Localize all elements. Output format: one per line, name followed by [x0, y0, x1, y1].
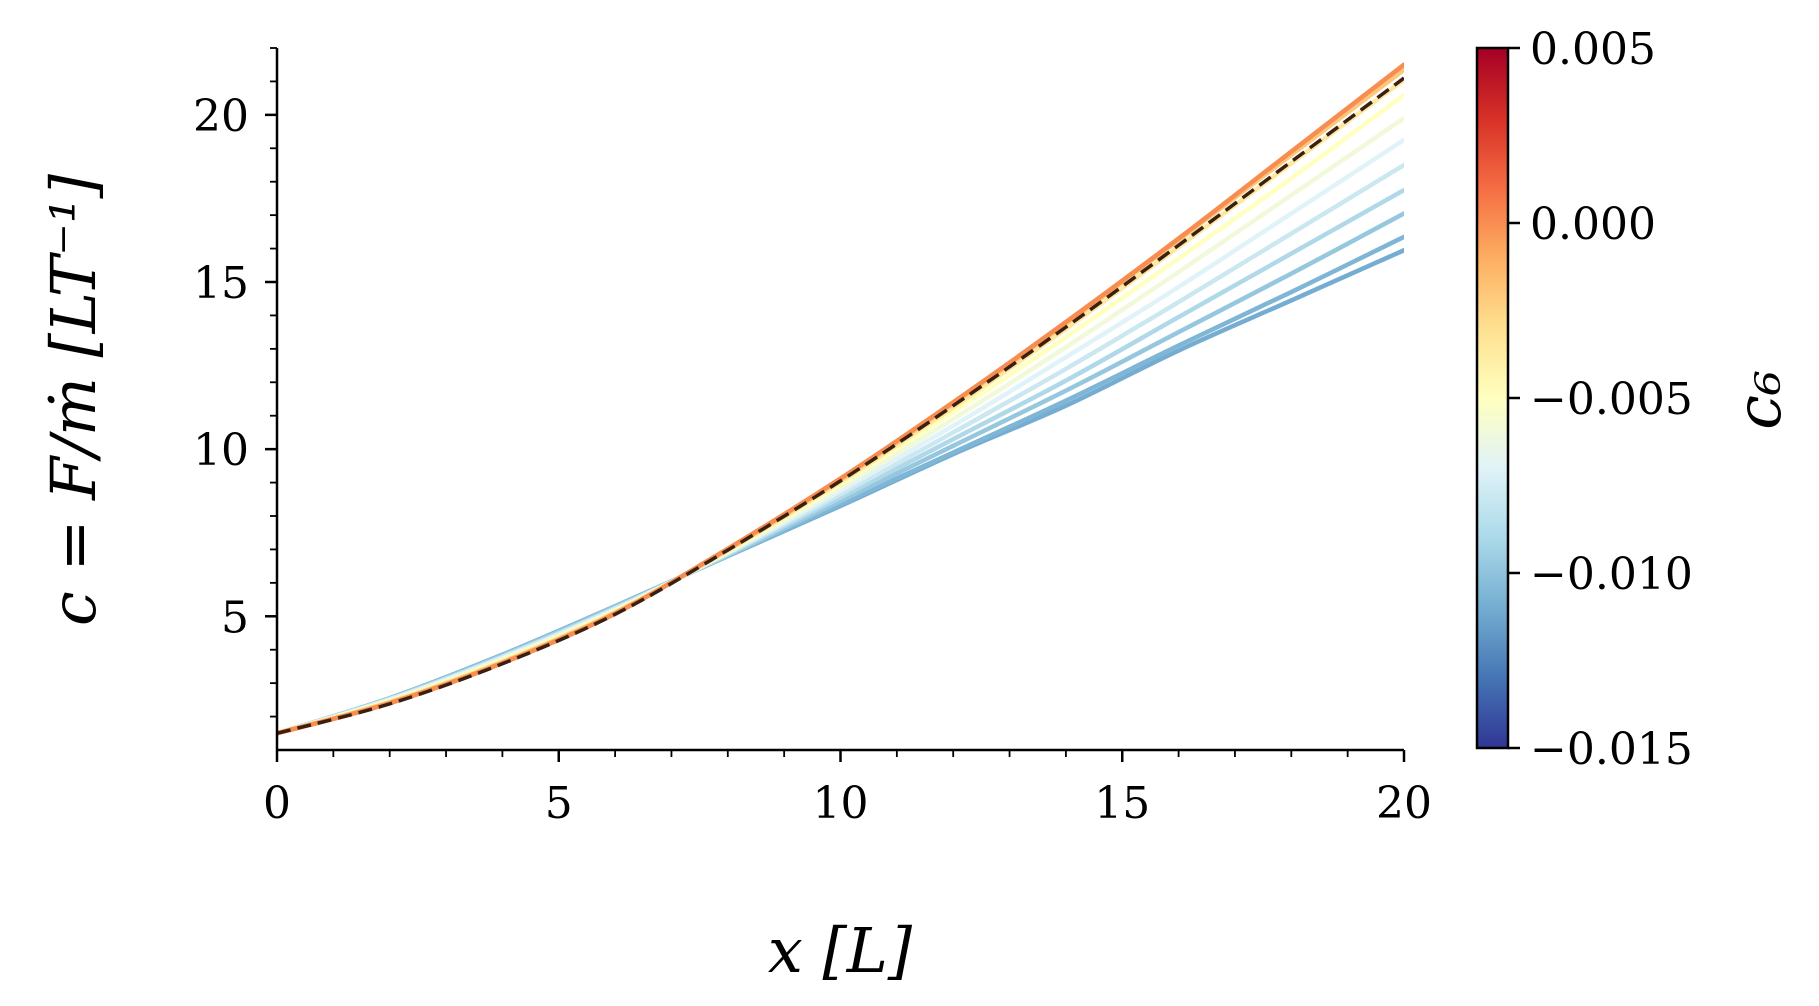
series-line — [277, 187, 1404, 736]
reference-line — [277, 76, 1404, 735]
colorbar-tick-label: −0.005 — [1530, 374, 1693, 425]
colorbar-ticks: 0.005 0.000 −0.005 −0.010 −0.015 — [1508, 24, 1693, 775]
series-line — [277, 92, 1404, 736]
y-tick-label: 20 — [193, 91, 249, 142]
reference-layer — [277, 76, 1404, 735]
series-line — [277, 62, 1404, 736]
x-tick-label: 15 — [1094, 778, 1150, 829]
colorbar-tick-label: 0.005 — [1530, 24, 1656, 75]
colorbar-label: c₆ — [1722, 370, 1795, 430]
y-axis-label: c = F/ṁ [LT⁻¹] — [37, 173, 110, 626]
series-layer — [277, 62, 1404, 736]
colorbar-gradient — [1475, 46, 1510, 750]
x-tick-label: 10 — [813, 778, 869, 829]
colorbar-tick-label: 0.000 — [1530, 199, 1656, 250]
y-tick-label: 10 — [193, 425, 249, 476]
x-ticks: 0 5 10 15 20 — [263, 750, 1432, 829]
series-line — [277, 115, 1404, 736]
series-line — [277, 67, 1404, 736]
x-tick-label: 20 — [1376, 778, 1432, 829]
x-axis-label: x [L] — [768, 914, 913, 987]
series-line — [277, 137, 1404, 736]
series-line — [277, 62, 1404, 736]
y-tick-label: 15 — [193, 258, 249, 309]
x-tick-label: 0 — [263, 778, 291, 829]
x-tick-label: 5 — [545, 778, 573, 829]
series-line — [277, 77, 1404, 736]
y-ticks: 5 10 15 20 — [193, 47, 277, 718]
colorbar-tick-label: −0.010 — [1530, 549, 1693, 600]
y-tick-label: 5 — [221, 592, 249, 643]
series-line — [277, 211, 1404, 736]
colorbar: 0.005 0.000 −0.005 −0.010 −0.015 c₆ — [1475, 24, 1795, 775]
axes — [275, 48, 1404, 752]
colorbar-tick-label: −0.015 — [1530, 724, 1693, 775]
